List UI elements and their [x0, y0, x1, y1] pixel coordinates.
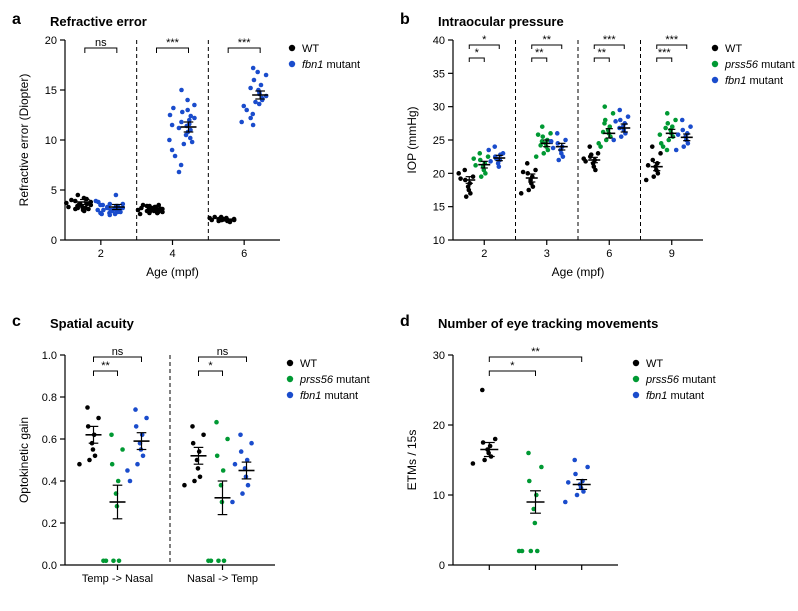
svg-text:**: **: [535, 47, 544, 59]
svg-text:WT: WT: [646, 358, 663, 370]
svg-text:c: c: [12, 313, 21, 330]
svg-text:*: *: [208, 360, 213, 372]
svg-text:0: 0: [51, 235, 57, 247]
svg-text:fbn1 mutant: fbn1 mutant: [302, 59, 360, 71]
svg-text:WT: WT: [725, 43, 742, 55]
svg-text:**: **: [542, 34, 551, 46]
svg-text:prss56 mutant: prss56 mutant: [299, 374, 370, 386]
svg-text:0.8: 0.8: [42, 392, 57, 404]
panel-b: bIntraocular pressure101520253035402369I…: [398, 8, 798, 288]
svg-text:**: **: [531, 346, 540, 358]
svg-text:10: 10: [433, 490, 445, 502]
svg-text:***: ***: [166, 37, 180, 49]
svg-text:**: **: [597, 47, 606, 59]
svg-text:Age (mpf): Age (mpf): [552, 265, 605, 279]
svg-text:Refractive error: Refractive error: [50, 14, 147, 29]
svg-text:10: 10: [433, 235, 445, 247]
svg-text:WT: WT: [300, 358, 317, 370]
svg-text:0: 0: [439, 560, 445, 572]
svg-text:20: 20: [45, 35, 57, 47]
svg-text:0.2: 0.2: [42, 518, 57, 530]
svg-text:25: 25: [433, 135, 445, 147]
svg-text:Number of eye tracking movemen: Number of eye tracking movements: [438, 316, 658, 331]
svg-text:ETMs / 15s: ETMs / 15s: [405, 430, 419, 491]
svg-text:15: 15: [45, 85, 57, 97]
svg-text:***: ***: [665, 34, 679, 46]
svg-text:IOP (mmHg): IOP (mmHg): [405, 106, 419, 173]
svg-text:9: 9: [669, 248, 675, 260]
svg-text:***: ***: [238, 37, 252, 49]
svg-text:***: ***: [658, 47, 672, 59]
svg-text:Optokinetic gain: Optokinetic gain: [17, 417, 31, 503]
svg-text:*: *: [482, 34, 487, 46]
svg-text:20: 20: [433, 420, 445, 432]
svg-text:0.4: 0.4: [42, 476, 57, 488]
svg-text:30: 30: [433, 350, 445, 362]
svg-text:Refractive error (Diopter): Refractive error (Diopter): [17, 74, 31, 207]
svg-text:0.6: 0.6: [42, 434, 57, 446]
svg-text:***: ***: [603, 34, 617, 46]
svg-text:d: d: [400, 313, 410, 330]
panel-c: c Spatial acuity 0.0 0.2 0.4 0.6 0.8 1.0 Temp ->…: [10, 310, 390, 610]
svg-text:15: 15: [433, 202, 445, 214]
svg-text:Temp -> Nasal: Temp -> Nasal: [82, 573, 153, 585]
svg-text:2: 2: [98, 248, 104, 260]
svg-text:ns: ns: [217, 346, 229, 358]
svg-text:WT: WT: [302, 43, 319, 55]
svg-text:35: 35: [433, 68, 445, 80]
svg-text:5: 5: [51, 185, 57, 197]
svg-text:2: 2: [481, 248, 487, 260]
svg-text:4: 4: [169, 248, 175, 260]
svg-text:*: *: [475, 47, 480, 59]
svg-text:10: 10: [45, 135, 57, 147]
svg-text:30: 30: [433, 102, 445, 114]
svg-text:prss56 mutant: prss56 mutant: [645, 374, 716, 386]
svg-text:fbn1 mutant: fbn1 mutant: [725, 75, 783, 87]
svg-text:ns: ns: [112, 346, 124, 358]
svg-text:fbn1 mutant: fbn1 mutant: [300, 390, 358, 402]
svg-text:fbn1 mutant: fbn1 mutant: [646, 390, 704, 402]
svg-text:**: **: [101, 360, 110, 372]
panel-d: d Number of eye tracking movements 0 10 20 30…: [398, 310, 778, 610]
svg-text:prss56 mutant: prss56 mutant: [724, 59, 795, 71]
svg-text:0.0: 0.0: [42, 560, 57, 572]
svg-text:b: b: [400, 11, 410, 28]
svg-text:Nasal -> Temp: Nasal -> Temp: [187, 573, 258, 585]
svg-text:a: a: [12, 11, 21, 28]
svg-text:20: 20: [433, 168, 445, 180]
svg-text:3: 3: [544, 248, 550, 260]
svg-text:40: 40: [433, 35, 445, 47]
svg-text:6: 6: [606, 248, 612, 260]
svg-text:Intraocular pressure: Intraocular pressure: [438, 14, 564, 29]
svg-text:ns: ns: [95, 37, 107, 49]
panel-a: a Refractive error 0 5 10 15 20 2 4 6 Refractive e…: [10, 8, 370, 288]
svg-text:Age (mpf): Age (mpf): [146, 265, 199, 279]
svg-text:1.0: 1.0: [42, 350, 57, 362]
svg-text:6: 6: [241, 248, 247, 260]
svg-text:Spatial acuity: Spatial acuity: [50, 316, 135, 331]
svg-text:*: *: [510, 360, 515, 372]
